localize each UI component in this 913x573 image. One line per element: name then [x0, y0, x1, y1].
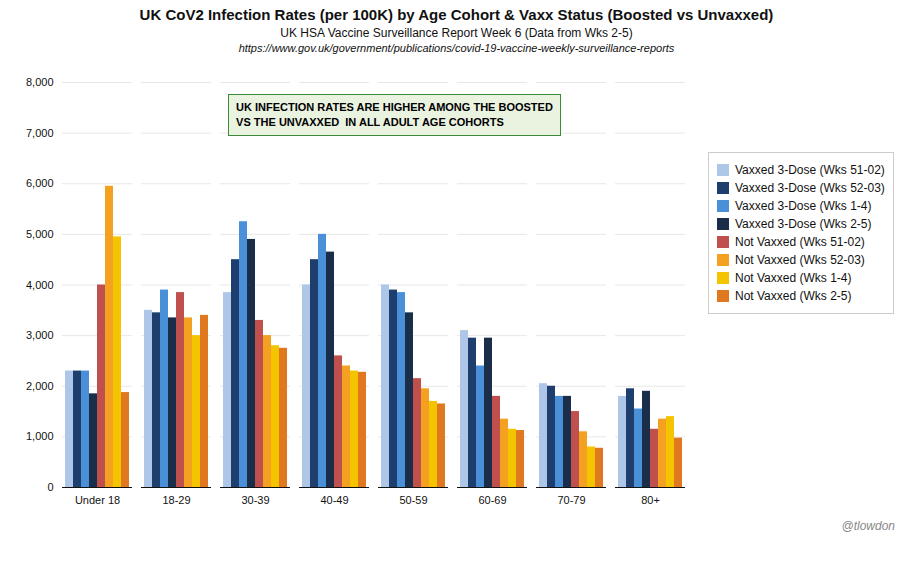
html-text:Vaxxed 3-Dose (Wks 2-5): Vaxxed 3-Dose (Wks 2-5) — [735, 217, 872, 231]
html-text:UK HSA Vaccine Surveillance Re: UK HSA Vaccine Surveillance Report Week … — [280, 26, 633, 40]
svg-text:8,000: 8,000 — [26, 76, 54, 88]
html-text:UK INFECTION RATES ARE HIGHER: UK INFECTION RATES ARE HIGHER AMONG THE … — [236, 101, 553, 128]
svg-text:2,000: 2,000 — [26, 380, 54, 392]
svg-text:30-39: 30-39 — [241, 494, 269, 506]
svg-text:70-79: 70-79 — [557, 494, 585, 506]
svg-text:18-29: 18-29 — [162, 494, 190, 506]
svg-text:60-69: 60-69 — [478, 494, 506, 506]
html-text:@tlowdon: @tlowdon — [841, 519, 895, 533]
svg-text:6,000: 6,000 — [26, 177, 54, 189]
svg-text:4,000: 4,000 — [26, 279, 54, 291]
svg-text:Under 18: Under 18 — [75, 494, 120, 506]
svg-text:0: 0 — [47, 481, 53, 493]
html-text:Not Vaxxed (Wks 52-03): Not Vaxxed (Wks 52-03) — [735, 253, 865, 267]
svg-text:50-59: 50-59 — [399, 494, 427, 506]
html-text:Vaxxed 3-Dose (Wks 51-02): Vaxxed 3-Dose (Wks 51-02) — [735, 163, 885, 177]
html-text:Vaxxed 3-Dose (Wks 52-03): Vaxxed 3-Dose (Wks 52-03) — [735, 181, 885, 195]
svg-text:7,000: 7,000 — [26, 127, 54, 139]
svg-text:1,000: 1,000 — [26, 430, 54, 442]
svg-text:40-49: 40-49 — [320, 494, 348, 506]
html-text:Not Vaxxed (Wks 51-02): Not Vaxxed (Wks 51-02) — [735, 235, 865, 249]
html-text:Vaxxed 3-Dose (Wks 1-4): Vaxxed 3-Dose (Wks 1-4) — [735, 199, 872, 213]
html-text:https://www.gov.uk/government/: https://www.gov.uk/government/publicatio… — [238, 42, 675, 54]
html-text:Not Vaxxed (Wks 2-5): Not Vaxxed (Wks 2-5) — [735, 289, 852, 303]
html-text:Not Vaxxed (Wks 1-4): Not Vaxxed (Wks 1-4) — [735, 271, 852, 285]
svg-text:3,000: 3,000 — [26, 329, 54, 341]
svg-text:80+: 80+ — [641, 494, 660, 506]
html-text:UK CoV2 Infection Rates (per 1: UK CoV2 Infection Rates (per 100K) by Ag… — [139, 6, 774, 23]
svg-text:5,000: 5,000 — [26, 228, 54, 240]
